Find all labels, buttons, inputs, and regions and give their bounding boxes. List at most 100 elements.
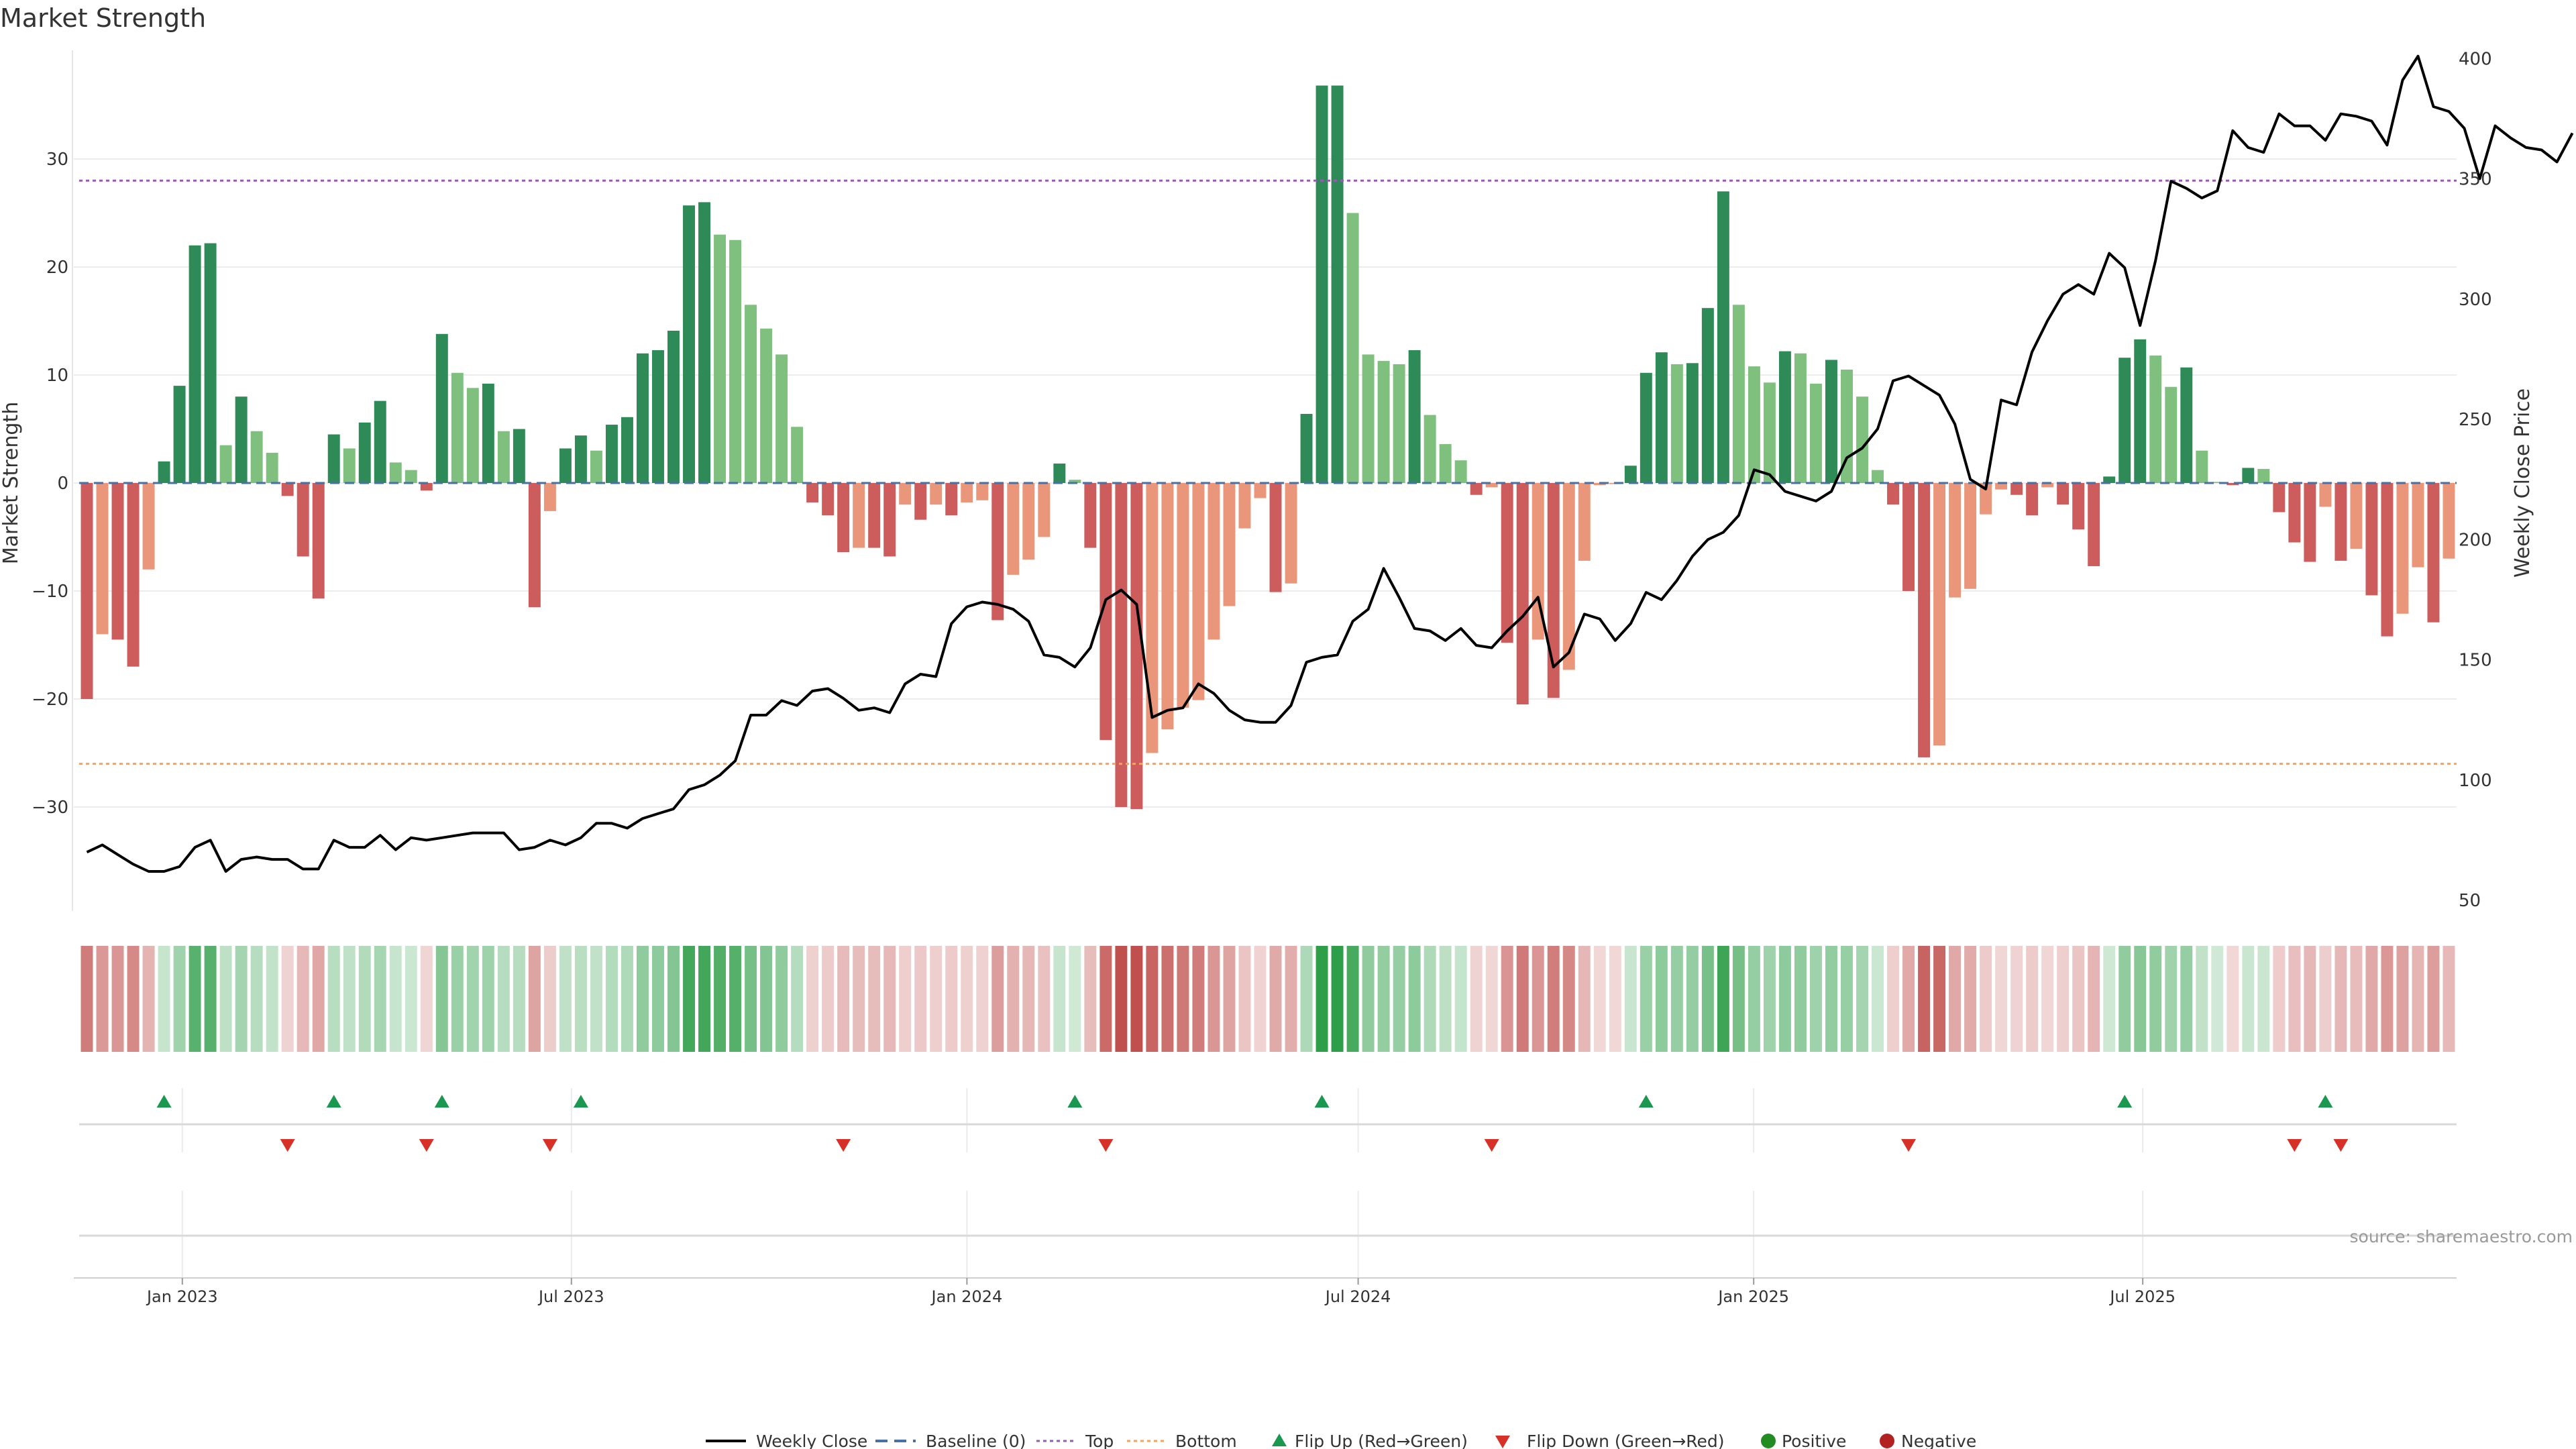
strength-bar bbox=[2180, 367, 2193, 483]
strength-bar bbox=[806, 483, 819, 502]
heat-cell bbox=[714, 946, 727, 1052]
strength-bar bbox=[281, 483, 294, 496]
strength-bar bbox=[1161, 483, 1174, 730]
legend-label: Baseline (0) bbox=[926, 1432, 1026, 1449]
left-tick-label: 10 bbox=[46, 366, 68, 386]
heat-cell bbox=[775, 946, 788, 1052]
strength-bar bbox=[1933, 483, 1946, 746]
strength-bar bbox=[2396, 483, 2409, 614]
strength-bar bbox=[2319, 483, 2332, 507]
strength-bar bbox=[574, 435, 587, 483]
strength-bar bbox=[2010, 483, 2023, 495]
strength-bar bbox=[1872, 470, 1884, 483]
strength-bar bbox=[1223, 483, 1236, 606]
heat-cell bbox=[976, 946, 989, 1052]
strength-bar bbox=[2427, 483, 2440, 623]
strength-bar bbox=[652, 350, 664, 483]
strength-bar bbox=[729, 239, 742, 483]
strength-bar bbox=[2057, 483, 2070, 505]
strength-bar bbox=[976, 483, 989, 500]
heat-cell bbox=[1562, 946, 1575, 1052]
heat-cell bbox=[574, 946, 587, 1052]
heat-cell bbox=[899, 946, 912, 1052]
heat-cell bbox=[2041, 946, 2054, 1052]
heat-cell bbox=[1161, 946, 1174, 1052]
heat-cell bbox=[2257, 946, 2270, 1052]
strength-bar bbox=[1856, 396, 1868, 483]
strength-bar bbox=[1748, 366, 1760, 483]
heat-cell bbox=[991, 946, 1004, 1052]
strength-bar bbox=[961, 483, 973, 502]
strength-bar bbox=[1346, 213, 1359, 483]
strength-bar bbox=[605, 425, 618, 483]
heat-cell bbox=[1609, 946, 1621, 1052]
strength-bar bbox=[559, 448, 572, 483]
strength-bar bbox=[2026, 483, 2039, 516]
strength-bar bbox=[2242, 468, 2255, 483]
heat-cell bbox=[281, 946, 294, 1052]
heat-cell bbox=[2288, 946, 2301, 1052]
reference-lines bbox=[79, 179, 2457, 765]
heat-cell bbox=[312, 946, 325, 1052]
strength-bar bbox=[1192, 483, 1205, 700]
strength-bar bbox=[1238, 483, 1251, 529]
heat-cell bbox=[1640, 946, 1652, 1052]
strength-bar bbox=[1470, 483, 1483, 495]
strength-bar bbox=[1285, 483, 1297, 584]
heat-cell bbox=[374, 946, 386, 1052]
heat-cell bbox=[96, 946, 109, 1052]
strength-bar bbox=[1624, 466, 1637, 483]
heat-cell bbox=[1285, 946, 1297, 1052]
strength-bar bbox=[142, 483, 155, 570]
heat-cell bbox=[1084, 946, 1097, 1052]
strength-bar bbox=[1130, 483, 1143, 810]
strength-bar bbox=[420, 483, 433, 491]
legend-label: Bottom bbox=[1175, 1432, 1237, 1449]
strength-bar bbox=[1408, 350, 1421, 483]
strength-bar bbox=[1485, 483, 1498, 488]
heat-cell bbox=[2412, 946, 2424, 1052]
legend-label: Top bbox=[1085, 1432, 1114, 1449]
strength-bar bbox=[1794, 353, 1807, 483]
weekly-close-line bbox=[86, 54, 2574, 873]
heat-cell bbox=[1980, 946, 1992, 1052]
heat-cell bbox=[729, 946, 742, 1052]
heat-cell bbox=[636, 946, 649, 1052]
heat-cell bbox=[1686, 946, 1699, 1052]
strength-bar bbox=[2304, 483, 2316, 562]
heat-cell bbox=[2273, 946, 2286, 1052]
strength-bar bbox=[1362, 354, 1375, 483]
heat-cell bbox=[1038, 946, 1051, 1052]
heat-cell bbox=[1995, 946, 2008, 1052]
weekly-close-series bbox=[86, 54, 2574, 873]
axes: 3020100−10−20−3040035030025020015010050M… bbox=[0, 49, 2534, 911]
date-tick-label: Jan 2025 bbox=[1717, 1287, 1789, 1306]
legend-label: Flip Up (Red→Green) bbox=[1295, 1432, 1468, 1449]
flip-markers-panel bbox=[79, 1088, 2457, 1278]
heat-cell bbox=[543, 946, 556, 1052]
flip-down-marker bbox=[419, 1139, 434, 1152]
right-tick-label: 50 bbox=[2459, 891, 2481, 911]
strength-bar bbox=[1269, 483, 1282, 592]
strength-bar bbox=[1995, 483, 2008, 490]
heat-cell bbox=[2103, 946, 2116, 1052]
heat-cell bbox=[235, 946, 248, 1052]
heat-cell bbox=[1763, 946, 1776, 1052]
flip-up-marker bbox=[1638, 1095, 1654, 1108]
heat-cell bbox=[1732, 946, 1745, 1052]
flip-up-marker bbox=[326, 1095, 341, 1108]
strength-bar bbox=[1516, 483, 1529, 705]
heat-cell bbox=[528, 946, 541, 1052]
heat-cell bbox=[1408, 946, 1421, 1052]
flip-up-marker bbox=[434, 1095, 449, 1108]
heat-cell bbox=[837, 946, 850, 1052]
flip-down-marker bbox=[2333, 1139, 2349, 1152]
legend: Weekly Close Baseline (0) Top Bottom Flip Up… bbox=[706, 1432, 1976, 1449]
strength-bar bbox=[466, 388, 479, 483]
strength-bar bbox=[1562, 483, 1575, 670]
strength-bar bbox=[80, 483, 93, 699]
heat-cell bbox=[683, 946, 695, 1052]
strength-bar bbox=[127, 483, 140, 667]
strength-bar bbox=[405, 470, 417, 483]
